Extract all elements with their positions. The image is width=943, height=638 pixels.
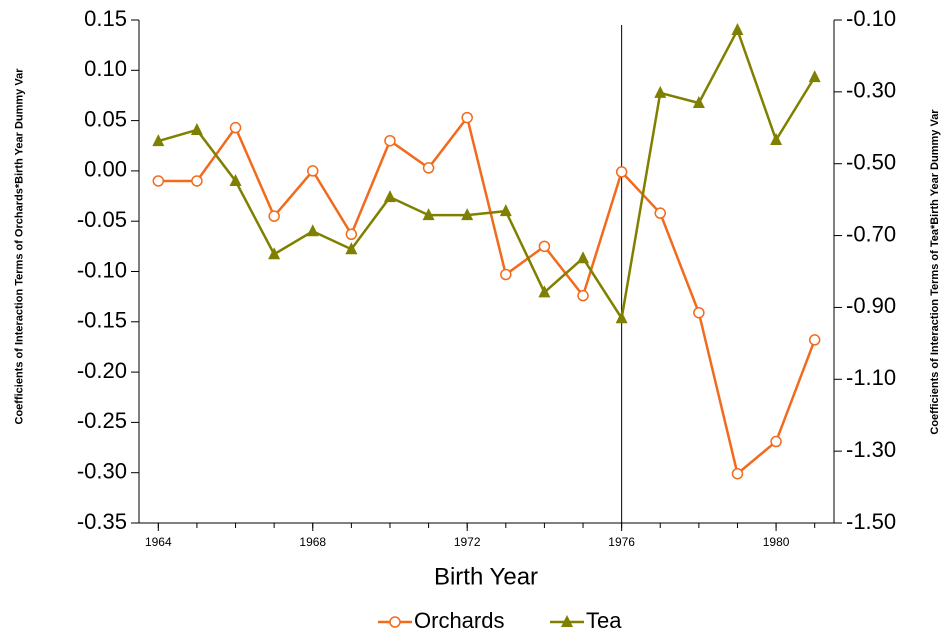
data-point: [577, 289, 589, 302]
data-point: [615, 311, 628, 324]
data-point: [731, 467, 744, 480]
data-point: [422, 208, 435, 221]
x-tick-label: 1968: [299, 535, 326, 549]
data-point: [500, 268, 512, 281]
y-tick-label: 0.00: [84, 157, 127, 182]
data-point: [654, 85, 667, 98]
x-axis-label: Birth Year: [434, 563, 538, 590]
data-point: [384, 134, 396, 147]
y2-axis-label: Coefficients of Interaction Terms of Tea…: [929, 109, 941, 435]
x-tick-label: 1976: [608, 535, 635, 549]
y-tick-label: -0.10: [77, 257, 127, 282]
data-point: [770, 435, 782, 448]
y2-tick-label: -0.70: [846, 221, 896, 246]
y-axis-label: Coefficients of Interaction Terms of Orc…: [13, 68, 26, 425]
series-line: [158, 114, 816, 476]
data-point: [306, 224, 319, 237]
data-point: [731, 23, 744, 36]
data-point: [461, 208, 474, 221]
data-point: [190, 122, 203, 135]
data-point: [345, 228, 358, 241]
y2-tick-label: -1.10: [846, 365, 896, 390]
y-tick-label: -0.15: [77, 308, 127, 333]
data-point: [383, 190, 396, 203]
data-point: [229, 173, 242, 186]
data-point: [152, 134, 165, 147]
x-tick-label: 1980: [763, 535, 790, 549]
data-point: [499, 204, 512, 217]
legend-marker: [561, 615, 573, 627]
data-point: [615, 166, 628, 178]
data-point: [268, 210, 280, 222]
data-point: [538, 285, 551, 298]
y-tick-label: 0.15: [84, 6, 127, 31]
data-point: [808, 334, 821, 346]
y-tick-label: -0.30: [77, 459, 127, 484]
y-tick-label: -0.25: [77, 408, 127, 433]
data-point: [770, 133, 783, 146]
y2-tick-label: -1.30: [846, 437, 896, 462]
y2-tick-label: -0.30: [846, 78, 896, 103]
x-tick-label: 1972: [454, 535, 481, 549]
data-point: [461, 111, 473, 124]
data-point: [538, 240, 551, 253]
legend-marker: [389, 616, 401, 628]
data-point: [152, 175, 165, 187]
legend-label: Orchards: [414, 608, 504, 633]
y-tick-label: -0.20: [77, 358, 127, 383]
data-point: [693, 306, 705, 319]
data-point: [654, 207, 666, 219]
y2-tick-label: -0.90: [846, 293, 896, 318]
data-point: [268, 247, 281, 260]
data-point: [345, 242, 358, 255]
y-tick-label: -0.05: [77, 207, 127, 232]
y2-tick-label: -1.50: [846, 509, 896, 534]
data-point: [577, 251, 590, 264]
series-line: [157, 26, 816, 322]
y2-tick-label: -0.10: [846, 6, 896, 31]
data-point: [307, 165, 319, 177]
y-tick-label: 0.05: [84, 106, 127, 131]
data-point: [808, 70, 821, 83]
data-point: [229, 121, 242, 134]
data-point: [191, 175, 203, 187]
data-point: [422, 162, 435, 174]
legend-label: Tea: [586, 608, 622, 633]
y-tick-label: -0.35: [77, 509, 127, 534]
y-tick-label: 0.10: [84, 56, 127, 81]
data-point: [692, 95, 705, 108]
x-tick-label: 1964: [145, 535, 172, 549]
y2-tick-label: -0.50: [846, 150, 896, 175]
